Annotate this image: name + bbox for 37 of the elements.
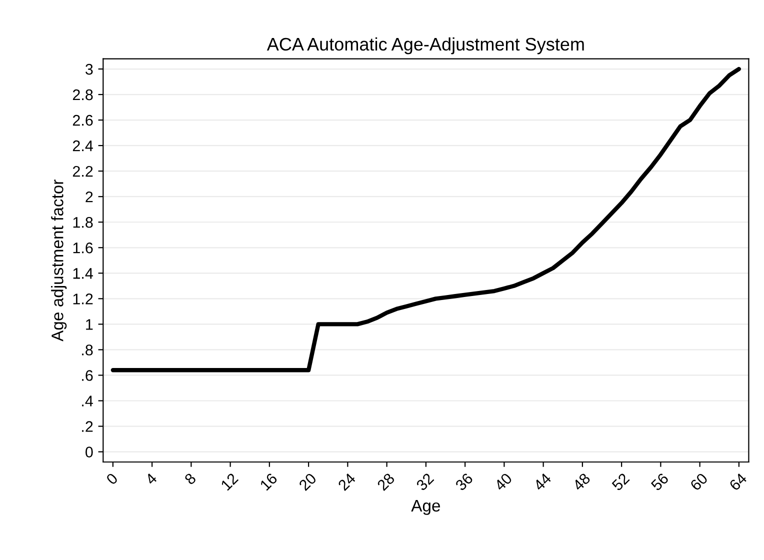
x-tick-label: 8 (184, 472, 197, 486)
y-tick-label: .6 (82, 370, 93, 381)
x-tick-label: 32 (416, 472, 434, 492)
y-tick-label: 2.6 (72, 114, 93, 126)
y-tick-label: 1.8 (73, 216, 93, 228)
x-tick-label: 4 (144, 472, 158, 486)
x-tick-label: 64 (728, 472, 748, 492)
y-tick-label: 0 (86, 446, 93, 458)
x-tick-label: 56 (650, 472, 670, 492)
y-tick-label: 1.2 (73, 294, 93, 304)
x-tick-label: 28 (376, 472, 396, 492)
y-tick-label: 2.2 (72, 166, 93, 177)
x-tick-label: 12 (220, 472, 239, 491)
x-tick-label: 40 (494, 472, 513, 492)
y-tick-label: .8 (82, 344, 93, 356)
y-axis-title: Age adjustment factor (51, 180, 67, 342)
x-axis-title: Age (411, 500, 440, 515)
y-tick-label: 1.4 (73, 268, 93, 279)
x-tick-label: 48 (572, 472, 591, 492)
x-tick-label: 24 (337, 472, 356, 492)
y-tick-label: 2.4 (72, 140, 93, 152)
line-series (110, 66, 742, 372)
x-tick-label: 16 (259, 472, 278, 491)
y-tick-label: 3 (86, 64, 93, 75)
y-tick-label: 1.6 (73, 242, 93, 254)
y-tick-label: .2 (82, 421, 93, 432)
x-tick-label: 36 (454, 472, 474, 492)
x-tick-label: 52 (611, 472, 630, 492)
y-tick-label: .4 (82, 396, 93, 406)
y-tick-label: 1 (86, 319, 93, 330)
x-tick-label: 0 (106, 472, 118, 486)
y-tick-label: 2.8 (72, 89, 93, 100)
y-tick-label: 2 (86, 191, 93, 202)
x-tick-label: 44 (532, 472, 552, 492)
chart-title: ACA Automatic Age-Adjustment System (266, 37, 584, 54)
x-tick-label: 60 (690, 472, 708, 492)
x-tick-label: 20 (298, 472, 318, 492)
